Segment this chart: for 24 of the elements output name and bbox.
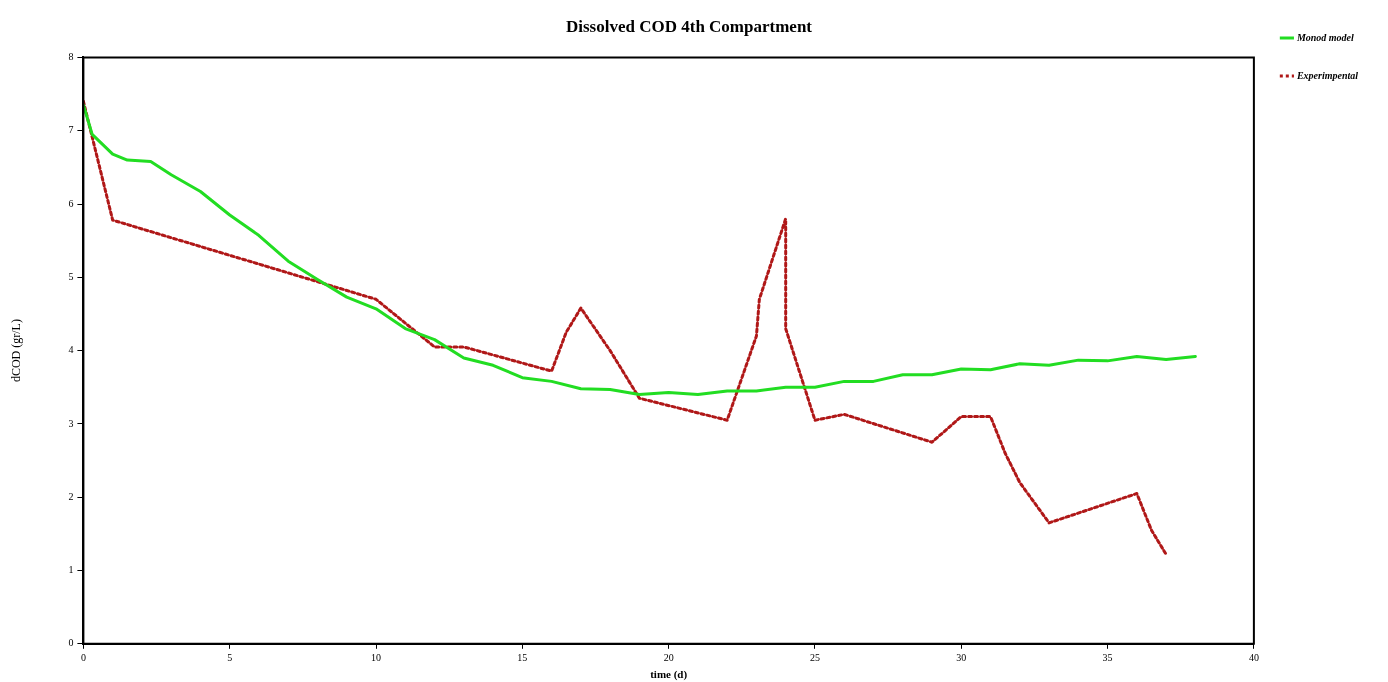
y-tick-label: 1 xyxy=(68,564,74,576)
x-tick-label: 0 xyxy=(80,652,86,664)
y-tick-label: 8 xyxy=(68,51,74,63)
x-tick-label: 25 xyxy=(809,652,820,664)
y-tick-label: 3 xyxy=(68,417,74,429)
x-tick-label: 15 xyxy=(517,652,528,664)
y-tick-label: 7 xyxy=(68,124,74,136)
x-tick-label: 10 xyxy=(371,652,382,664)
y-tick-label: 5 xyxy=(68,270,74,282)
y-tick-label: 6 xyxy=(68,197,74,209)
x-tick-label: 20 xyxy=(663,652,674,664)
x-tick-label: 40 xyxy=(1248,652,1259,664)
chart-title: Dissolved COD 4th Compartment xyxy=(565,16,813,36)
legend-label: Monod model xyxy=(1295,31,1355,43)
y-axis-title: dCOD (gr/L) xyxy=(9,319,24,383)
legend-label: Experimpental xyxy=(1295,69,1359,81)
y-tick-label: 0 xyxy=(68,637,74,649)
x-axis-title: time (d) xyxy=(650,668,688,682)
x-tick-label: 35 xyxy=(1102,652,1113,664)
x-tick-label: 5 xyxy=(227,652,233,664)
y-tick-label: 2 xyxy=(68,490,74,502)
x-tick-label: 30 xyxy=(956,652,967,664)
line-series xyxy=(83,99,1168,556)
y-tick-label: 4 xyxy=(68,344,74,356)
